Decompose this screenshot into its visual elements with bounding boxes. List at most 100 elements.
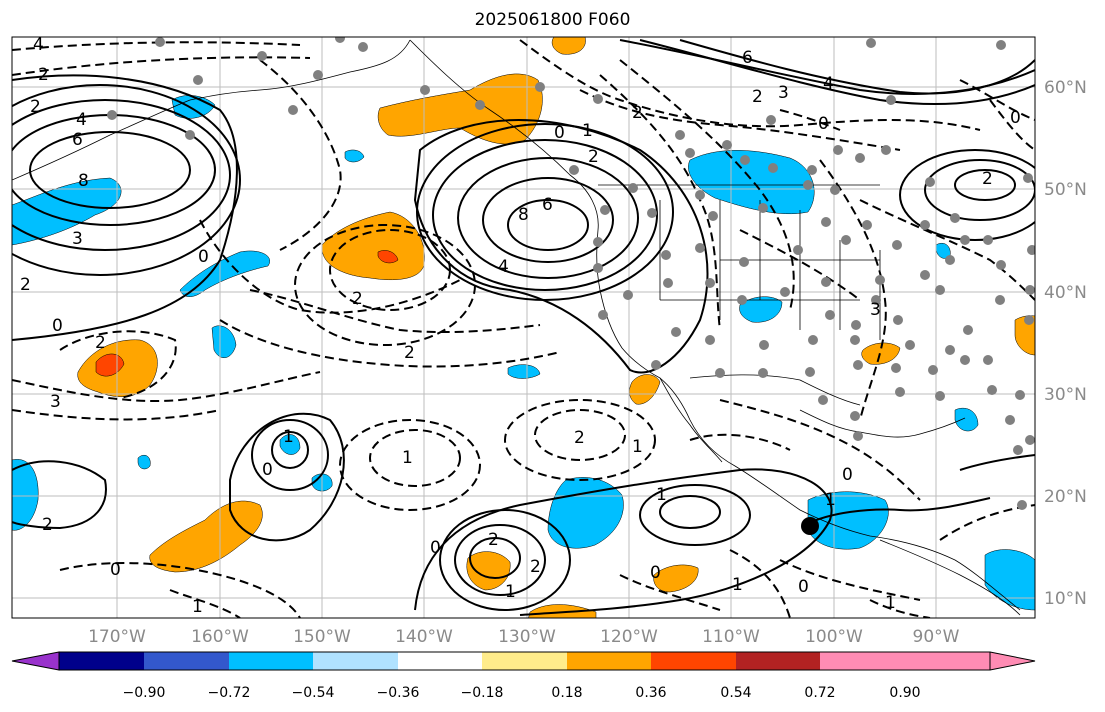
station-marker <box>758 368 768 378</box>
contour-line <box>507 199 589 251</box>
contour-label: 2 <box>530 557 541 577</box>
station-marker <box>886 95 896 105</box>
lon-tick-label: 100°W <box>805 627 863 647</box>
station-marker <box>945 345 955 355</box>
station-marker <box>420 85 430 95</box>
contour-line <box>229 412 345 542</box>
contour-line <box>899 149 1035 241</box>
contour-line <box>939 504 1035 541</box>
colorbar-segment <box>144 652 229 670</box>
contour-line <box>729 549 791 618</box>
station-marker <box>647 208 657 218</box>
contour-label: 1 <box>656 485 667 505</box>
station-marker <box>928 365 938 375</box>
station-marker <box>695 243 705 253</box>
station-marker <box>983 355 993 365</box>
contour-label: 2 <box>982 169 993 189</box>
contour-label: 4 <box>76 110 87 130</box>
station-marker <box>987 385 997 395</box>
colorbar-label: −0.90 <box>123 685 166 701</box>
station-marker <box>535 82 545 92</box>
contour-label: 1 <box>505 582 516 602</box>
station-marker <box>671 327 681 337</box>
contour-line <box>869 599 931 618</box>
contour-line <box>294 224 476 346</box>
contour-label: 2 <box>588 147 599 167</box>
station-marker <box>335 37 345 43</box>
colorbar-segment <box>736 652 820 670</box>
station-marker <box>313 70 323 80</box>
station-markers <box>107 37 1035 510</box>
negative-anomaly-area <box>12 459 39 531</box>
station-marker <box>895 387 905 397</box>
station-marker <box>288 105 298 115</box>
contour-line <box>954 169 1016 201</box>
contour-label: 0 <box>1010 108 1021 128</box>
station-marker <box>920 220 930 230</box>
colorbar-label: −0.36 <box>377 685 420 701</box>
contour-label: 0 <box>818 114 829 134</box>
station-marker <box>893 315 903 325</box>
contour-line <box>414 468 833 616</box>
colorbar-label: 0.90 <box>889 685 920 701</box>
colorbar-segment <box>482 652 567 670</box>
station-marker <box>866 38 876 48</box>
contour-line <box>29 131 191 209</box>
contour-line <box>432 139 658 291</box>
positive-anomaly-area <box>629 374 661 405</box>
station-marker <box>600 205 610 215</box>
station-marker <box>1027 245 1035 255</box>
station-marker <box>881 145 891 155</box>
negative-anomaly-area <box>507 364 541 379</box>
contour-line <box>219 319 561 368</box>
contour-line <box>504 399 656 481</box>
lon-tick-label: 160°W <box>191 627 249 647</box>
contour-line <box>779 109 841 131</box>
contour-line <box>169 589 241 618</box>
contour-line <box>719 399 921 501</box>
contour-line <box>439 509 571 611</box>
station-marker <box>569 165 579 175</box>
contour-line <box>639 39 1035 105</box>
station-marker <box>661 250 671 260</box>
station-marker <box>891 363 901 373</box>
station-marker <box>855 153 865 163</box>
contour-line <box>579 89 901 151</box>
station-marker <box>685 148 695 158</box>
contour-label: 6 <box>742 48 753 68</box>
station-marker <box>358 42 368 52</box>
station-marker <box>871 295 881 305</box>
station-marker <box>651 360 661 370</box>
contour-label: 3 <box>778 83 789 103</box>
gulf-of-mexico-coast <box>799 409 966 438</box>
negative-anomaly-area <box>739 296 783 323</box>
colorbar-outline <box>58 651 991 671</box>
station-marker <box>675 130 685 140</box>
contour-line <box>12 99 231 251</box>
baja-peninsula <box>659 377 723 463</box>
colorbar-label: 0.36 <box>635 685 666 701</box>
contour-label: 8 <box>518 205 529 225</box>
station-marker <box>1017 500 1027 510</box>
contour-line <box>859 199 1035 301</box>
station-marker <box>803 180 813 190</box>
storm-center-marker[interactable] <box>801 517 819 535</box>
station-marker <box>950 213 960 223</box>
station-marker <box>853 360 863 370</box>
negative-anomaly-area <box>211 325 237 358</box>
lon-tick-label: 110°W <box>702 627 760 647</box>
contour-line <box>924 159 1035 221</box>
contour-line <box>989 99 1035 151</box>
station-marker <box>996 260 1006 270</box>
positive-anomaly-area <box>1014 315 1035 356</box>
positive-anomaly-area <box>377 250 399 264</box>
station-marker <box>739 257 749 267</box>
station-marker <box>935 285 945 295</box>
colorbar-label: −0.72 <box>208 685 251 701</box>
contour-line <box>959 454 1035 471</box>
colorbar-segment <box>59 652 144 670</box>
station-marker <box>598 310 608 320</box>
contour-label: 1 <box>283 427 294 447</box>
negative-anomaly-area <box>344 149 365 163</box>
